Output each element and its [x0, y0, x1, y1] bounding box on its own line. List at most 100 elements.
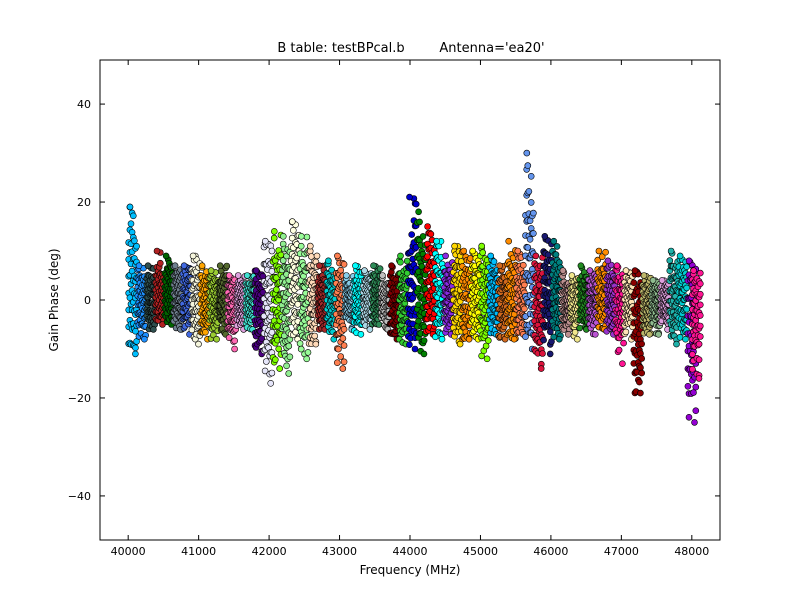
- data-point: [465, 335, 473, 343]
- data-point: [340, 260, 348, 268]
- data-point: [275, 345, 283, 353]
- data-point: [469, 247, 477, 255]
- data-point: [666, 257, 674, 264]
- data-point: [340, 325, 348, 333]
- data-point: [692, 407, 700, 415]
- x-tick-label: 42000: [252, 545, 287, 558]
- x-axis-label: Frequency (MHz): [360, 563, 461, 577]
- data-point: [231, 337, 238, 345]
- x-tick-label: 45000: [463, 545, 498, 558]
- data-point: [366, 326, 374, 333]
- data-point: [270, 234, 278, 242]
- data-point: [696, 290, 704, 298]
- data-point: [297, 233, 305, 240]
- data-point: [207, 267, 215, 274]
- data-point: [695, 356, 703, 364]
- data-point: [303, 233, 311, 241]
- data-point: [526, 236, 534, 243]
- data-point: [127, 220, 135, 227]
- data-point: [285, 370, 293, 377]
- data-point: [604, 257, 612, 265]
- data-point: [620, 339, 627, 347]
- data-point: [646, 330, 653, 338]
- data-point: [279, 233, 287, 240]
- data-point: [285, 342, 293, 350]
- data-point: [361, 267, 368, 274]
- data-point: [144, 262, 152, 270]
- data-point: [406, 341, 413, 349]
- data-point: [622, 267, 630, 274]
- data-point: [505, 237, 513, 245]
- data-point: [482, 342, 490, 350]
- y-tick-label: 40: [77, 98, 91, 111]
- data-point: [130, 212, 137, 220]
- data-point: [325, 257, 332, 265]
- data-point: [306, 242, 314, 250]
- data-point: [690, 267, 697, 274]
- data-point: [649, 277, 657, 284]
- data-point: [487, 252, 495, 260]
- data-point: [286, 353, 294, 361]
- data-point: [514, 247, 522, 255]
- data-point: [283, 362, 290, 370]
- data-point: [602, 248, 609, 256]
- y-axis-label: Gain Phase (deg): [47, 248, 61, 351]
- data-point: [267, 379, 275, 387]
- data-point: [339, 335, 347, 342]
- data-point: [637, 364, 644, 372]
- data-point: [691, 419, 698, 426]
- data-point: [568, 272, 576, 279]
- data-point: [243, 272, 251, 279]
- data-point: [696, 301, 704, 309]
- y-tick-label: 0: [84, 294, 91, 307]
- data-point: [673, 340, 680, 348]
- data-point: [638, 369, 646, 377]
- data-point: [126, 203, 134, 211]
- data-point: [195, 340, 202, 348]
- data-point: [683, 284, 691, 292]
- data-point: [313, 252, 321, 260]
- data-point: [339, 365, 347, 372]
- data-point: [376, 265, 384, 273]
- y-tick-label: −40: [68, 490, 91, 503]
- data-point: [483, 355, 491, 363]
- data-point: [343, 272, 350, 279]
- y-tick-label: 20: [77, 196, 91, 209]
- data-point: [268, 328, 276, 336]
- data-point: [496, 262, 504, 270]
- y-tick-label: −20: [68, 392, 91, 405]
- data-point: [552, 251, 560, 258]
- data-point: [312, 340, 320, 348]
- data-point: [150, 326, 157, 333]
- data-point: [357, 330, 365, 338]
- data-point: [141, 335, 148, 343]
- data-point: [316, 262, 323, 270]
- data-point: [555, 335, 563, 343]
- data-point: [288, 218, 296, 225]
- data-point: [132, 350, 139, 358]
- data-point: [403, 257, 411, 265]
- data-point: [297, 242, 305, 250]
- data-point: [510, 335, 518, 343]
- data-point: [696, 322, 704, 330]
- data-point: [216, 262, 224, 270]
- data-point: [188, 326, 196, 334]
- data-point: [541, 233, 549, 240]
- data-point: [352, 262, 359, 270]
- data-point: [231, 345, 238, 353]
- data-point: [153, 247, 161, 255]
- data-point: [636, 378, 643, 386]
- data-point: [262, 358, 270, 365]
- data-point: [683, 305, 691, 313]
- data-point: [135, 262, 143, 270]
- data-point: [268, 247, 276, 255]
- data-point: [333, 359, 341, 367]
- data-point: [415, 208, 422, 216]
- data-point: [640, 272, 648, 279]
- data-point: [631, 267, 639, 274]
- data-point: [411, 345, 419, 353]
- spw-series: [278, 233, 294, 377]
- data-point: [311, 332, 319, 340]
- data-point: [424, 223, 431, 230]
